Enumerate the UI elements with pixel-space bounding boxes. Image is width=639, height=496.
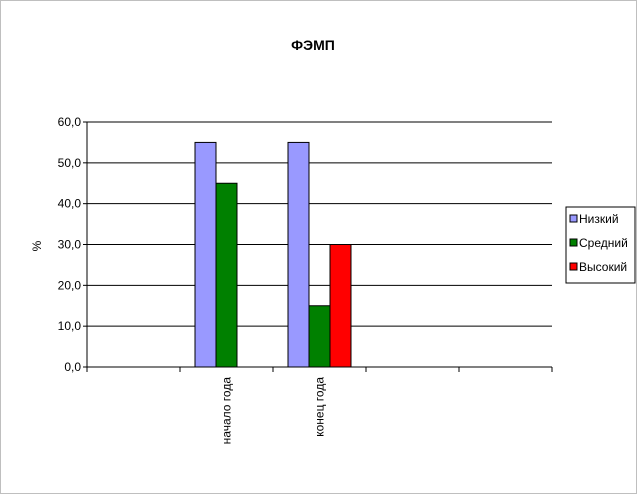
bar: [287, 141, 310, 368]
legend-swatch: [569, 214, 578, 223]
y-tick-label: 0,0: [64, 360, 81, 374]
bar: [308, 305, 331, 368]
y-tick-label: 20,0: [58, 278, 82, 292]
x-tick-labels: начало года конец года: [220, 377, 327, 445]
bar: [329, 244, 352, 368]
bars: [194, 141, 352, 368]
bar: [215, 182, 238, 368]
legend-swatch: [569, 238, 578, 247]
y-tick-label: 60,0: [58, 115, 82, 129]
legend-label: Средний: [579, 236, 628, 250]
legend-label: Высокий: [579, 260, 627, 274]
axes: [83, 121, 553, 372]
legend-swatch: [569, 262, 578, 271]
y-axis-label: %: [30, 240, 44, 251]
x-tick-label: начало года: [220, 377, 234, 445]
y-tick-label: 10,0: [58, 319, 82, 333]
y-tick-labels: 0,0 10,0 20,0 30,0 40,0 50,0 60,0: [58, 115, 82, 374]
legend-label: Низкий: [579, 212, 619, 226]
chart-title: ФЭМП: [291, 37, 335, 53]
bar: [194, 141, 217, 368]
legend: Низкий Средний Высокий: [565, 206, 636, 284]
y-tick-label: 40,0: [58, 197, 82, 211]
y-tick-label: 50,0: [58, 156, 82, 170]
gridlines: [87, 121, 552, 327]
x-tick-label: конец года: [313, 377, 327, 437]
y-tick-label: 30,0: [58, 238, 82, 252]
